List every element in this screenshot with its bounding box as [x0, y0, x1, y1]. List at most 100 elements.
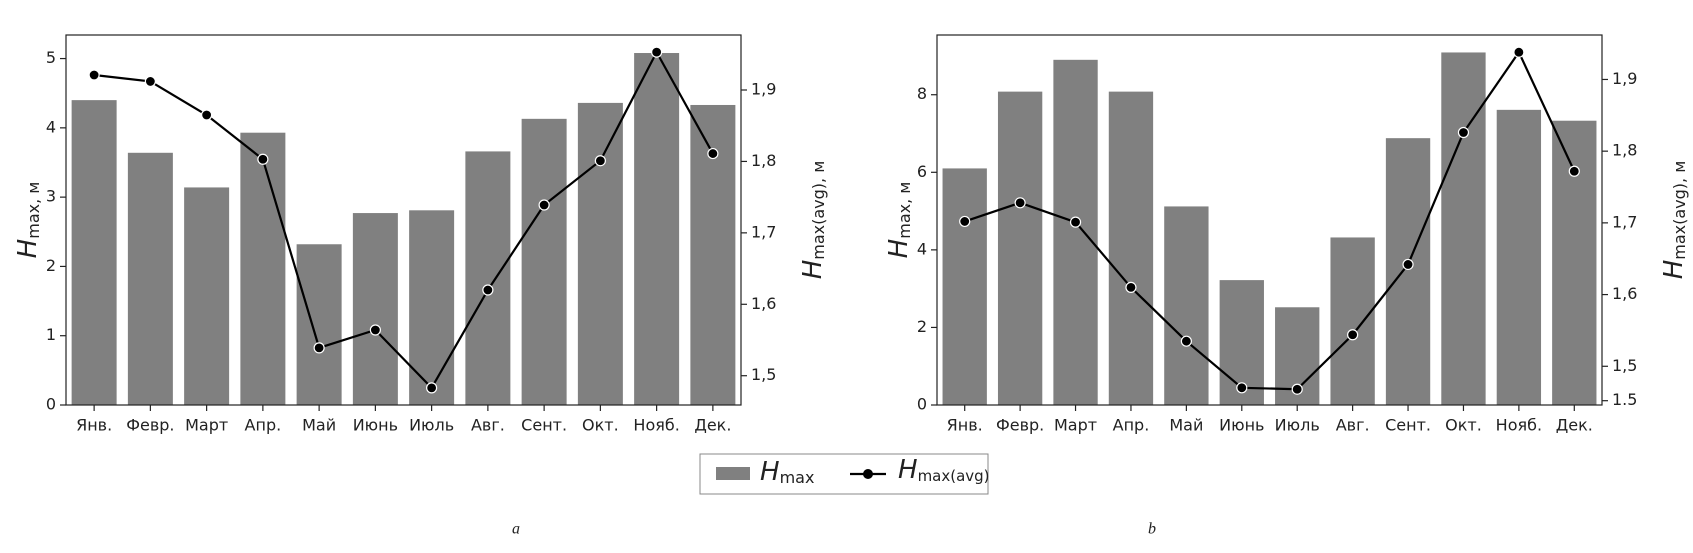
x-tick-label: Апр. [1113, 416, 1150, 435]
point [1291, 383, 1303, 395]
point [538, 199, 550, 211]
y-tick-label: 4 [46, 117, 56, 136]
point [1402, 258, 1414, 271]
label-sub: max(avg), м [809, 161, 828, 260]
label-main: H [1659, 260, 1689, 280]
x-tick-label: Янв. [947, 416, 983, 435]
bar [465, 151, 511, 405]
bar [1164, 206, 1209, 405]
x-tick-label: Май [1169, 416, 1203, 435]
point [201, 109, 213, 121]
x-tick-label: Авг. [1336, 416, 1370, 435]
label-sub: max(avg) [918, 467, 990, 485]
panel-label: b [1148, 521, 1156, 538]
bar [240, 132, 286, 405]
x-tick-label: Сент. [521, 416, 567, 435]
y2-tick-label: 1,7 [751, 222, 776, 241]
legend-swatch-bar [716, 467, 750, 480]
line [94, 49, 714, 390]
x-tick-label: Март [1054, 416, 1097, 435]
point [426, 382, 438, 394]
x-tick-label: Июль [1275, 416, 1320, 435]
x-tick-label: Дек. [694, 416, 731, 435]
bar [71, 100, 117, 405]
x-tick-label: Нояб. [633, 416, 679, 435]
y2-tick-label: 1,7 [1612, 212, 1637, 231]
y2-tick-label: 1,8 [751, 151, 776, 170]
label-main: H [798, 260, 828, 280]
y-tick-label: 4 [917, 239, 927, 258]
label-main: H [898, 455, 918, 485]
x-tick-label: Сент. [1385, 416, 1431, 435]
y2-axis-label: Hmax(avg), м [798, 161, 828, 280]
x-tick-label: Март [185, 416, 228, 435]
legend-label: Hmax [760, 457, 814, 487]
y-tick-label: 5 [46, 48, 56, 67]
bar [409, 210, 455, 405]
y2-tick-label: 1,6 [1612, 284, 1637, 303]
point [1347, 329, 1359, 341]
bar [1385, 138, 1431, 405]
x-tick-label: Нояб. [1496, 416, 1542, 435]
point [144, 75, 156, 88]
bar [184, 187, 230, 405]
label-sub: max, м [895, 182, 914, 239]
y-tick-label: 3 [46, 187, 56, 206]
bar [1552, 120, 1597, 405]
bar [1330, 237, 1375, 405]
label-sub: max, м [24, 182, 43, 239]
x-tick-label: Авг. [471, 416, 505, 435]
bar [1108, 91, 1154, 405]
y2-axis-label: Hmax(avg), м [1659, 161, 1689, 280]
y-axis-label: Hmax, м [13, 182, 43, 259]
bar [296, 244, 342, 405]
y-tick-label: 6 [917, 162, 927, 181]
y2-tick-label: 1,6 [751, 294, 776, 313]
point [707, 147, 719, 160]
point [1236, 382, 1248, 394]
point [1014, 197, 1026, 209]
label-main: H [13, 239, 43, 259]
point [369, 324, 381, 336]
x-tick-label: Окт. [582, 416, 619, 435]
x-tick-label: Февр. [126, 416, 174, 435]
legend-swatch-point [863, 469, 873, 479]
point [651, 46, 663, 58]
y2-tick-label: 1.5 [1612, 390, 1637, 409]
x-tick-label: Июль [409, 416, 454, 435]
label-main: H [884, 239, 914, 259]
bar [1441, 52, 1486, 406]
x-tick-label: Май [302, 416, 336, 435]
y-tick-label: 2 [917, 317, 927, 336]
y-tick-label: 1 [46, 325, 56, 344]
bar [127, 152, 173, 405]
x-tick-label: Дек. [1556, 416, 1593, 435]
bar [634, 53, 680, 405]
bar [577, 102, 623, 405]
y2-tick-label: 1,8 [1612, 141, 1637, 160]
bar [997, 91, 1043, 405]
legend-label: Hmax(avg) [898, 455, 990, 485]
point [1069, 216, 1082, 228]
y-axis-label: Hmax, м [884, 182, 914, 259]
point [482, 284, 494, 296]
x-tick-label: Апр. [245, 416, 282, 435]
y-tick-label: 8 [917, 84, 927, 103]
x-tick-label: Янв. [76, 416, 112, 435]
bar [352, 213, 398, 405]
y-tick-label: 2 [46, 256, 56, 275]
x-tick-label: Июнь [1219, 416, 1264, 435]
point [959, 215, 971, 228]
point [1125, 281, 1137, 294]
point [1568, 165, 1580, 177]
point [594, 155, 606, 167]
line [964, 50, 1576, 391]
x-tick-label: Февр. [996, 416, 1044, 435]
plot-frame [936, 34, 1603, 406]
bar [1496, 109, 1542, 406]
y-tick-label: 0 [917, 395, 927, 414]
y2-tick-label: 1,5 [751, 365, 776, 384]
label-sub: max [780, 468, 815, 487]
y2-tick-label: 1,9 [1612, 69, 1637, 88]
